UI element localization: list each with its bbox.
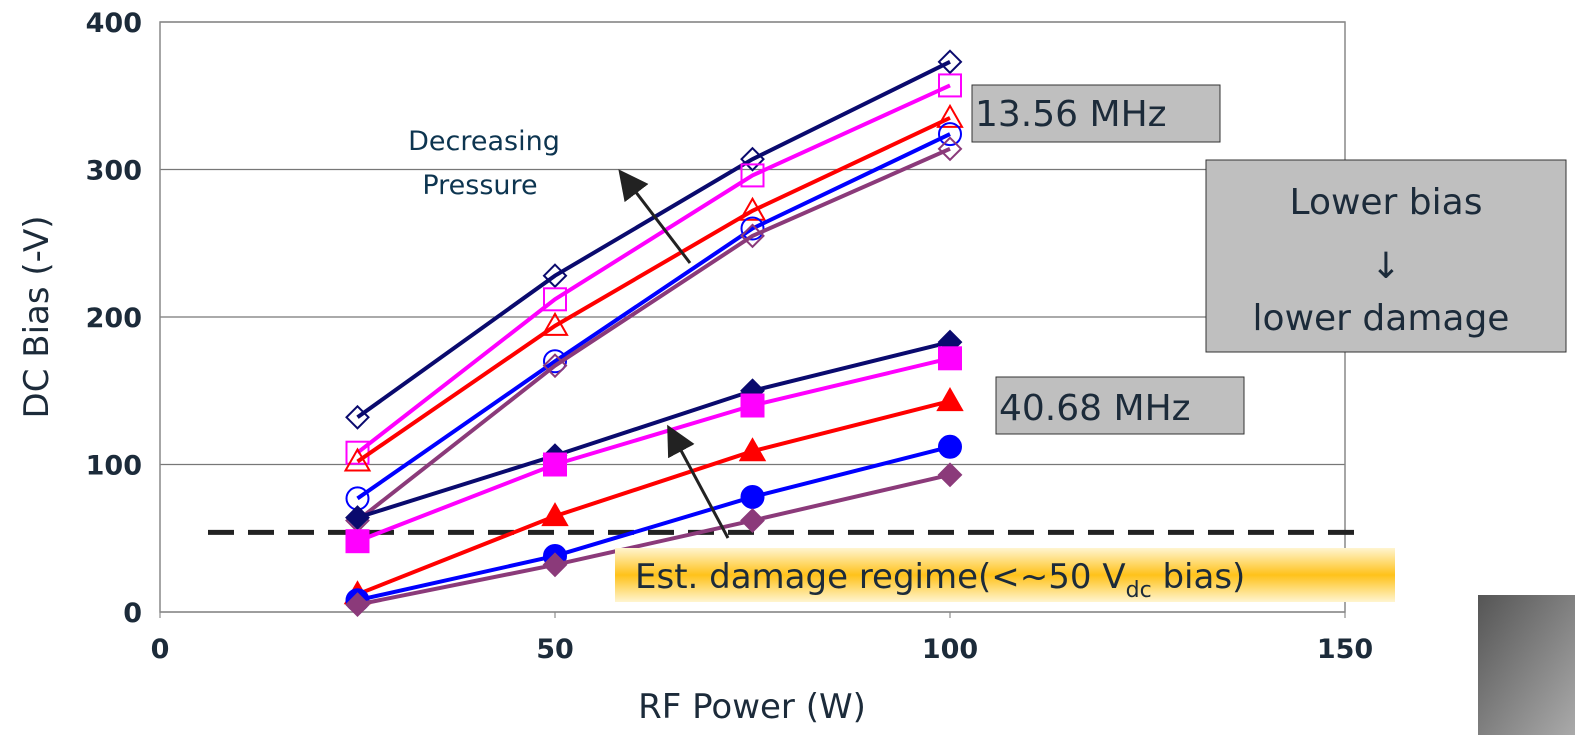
x-tick-label: 50 bbox=[536, 634, 574, 665]
damage-label-main: Est. damage regime(<~50 V bbox=[635, 557, 1126, 597]
marker bbox=[938, 434, 962, 459]
x-tick-label: 0 bbox=[151, 634, 170, 665]
marker bbox=[938, 73, 962, 98]
label-40-box bbox=[995, 376, 1245, 435]
marker bbox=[740, 163, 765, 188]
damage-label: Est. damage regime(<~50 Vdc bias) bbox=[635, 557, 1245, 603]
damage-label-end: bias) bbox=[1152, 557, 1246, 597]
series-line bbox=[357, 472, 951, 607]
marker bbox=[938, 122, 962, 147]
marker bbox=[345, 592, 370, 618]
marker bbox=[541, 502, 569, 527]
marker bbox=[740, 146, 765, 172]
y-tick-label: 400 bbox=[86, 8, 142, 39]
x-tick-label: 100 bbox=[922, 634, 978, 665]
marker bbox=[738, 437, 767, 462]
marker bbox=[938, 346, 962, 371]
marker bbox=[541, 311, 569, 336]
series-line bbox=[356, 356, 951, 544]
marker bbox=[343, 447, 372, 472]
marker bbox=[345, 404, 370, 430]
marker bbox=[738, 196, 767, 221]
y-tick-label: 300 bbox=[86, 156, 142, 187]
marker bbox=[543, 452, 567, 477]
label-13: 13.56 MHz bbox=[975, 94, 1167, 135]
series-line bbox=[356, 83, 951, 455]
y-tick-label: 0 bbox=[123, 598, 142, 629]
x-axis-label: RF Power (W) bbox=[638, 687, 866, 727]
pressure-label: Decreasing bbox=[408, 126, 560, 157]
marker bbox=[937, 49, 963, 75]
marker bbox=[937, 136, 963, 162]
marker bbox=[936, 387, 964, 412]
arrow bbox=[618, 169, 692, 264]
marker bbox=[543, 287, 567, 312]
pressure-label: Pressure bbox=[422, 170, 537, 201]
series-line bbox=[356, 132, 951, 501]
y-tick-label: 100 bbox=[86, 451, 142, 482]
bias-box-line: lower damage bbox=[1253, 298, 1510, 339]
series-line bbox=[356, 399, 951, 597]
bias-box-line: Lower bias bbox=[1290, 182, 1483, 223]
bias-box-arrow: ↓ bbox=[1371, 246, 1401, 287]
series-line bbox=[356, 116, 951, 464]
marker bbox=[542, 552, 568, 578]
marker bbox=[542, 263, 568, 289]
series-line bbox=[357, 444, 951, 603]
marker bbox=[542, 353, 568, 379]
label-13-box bbox=[971, 84, 1221, 143]
marker bbox=[936, 103, 964, 128]
marker bbox=[740, 223, 765, 249]
bias-box bbox=[1205, 159, 1567, 353]
x-tick-label: 150 bbox=[1317, 634, 1373, 665]
damage-label-sub: dc bbox=[1126, 578, 1152, 603]
y-axis-label: DC Bias (-V) bbox=[17, 216, 57, 419]
y-tick-label: 200 bbox=[86, 303, 142, 334]
series-line bbox=[356, 147, 951, 523]
marker bbox=[543, 349, 567, 374]
label-40: 40.68 MHz bbox=[999, 388, 1191, 429]
marker bbox=[740, 216, 765, 241]
marker bbox=[345, 529, 370, 554]
marker bbox=[937, 462, 963, 488]
marker bbox=[345, 505, 370, 531]
series-line bbox=[356, 340, 951, 520]
marker bbox=[740, 484, 765, 509]
marker bbox=[740, 393, 765, 418]
arrow bbox=[667, 424, 730, 539]
damage-label-bg bbox=[615, 548, 1395, 602]
photo-fragment bbox=[1478, 595, 1575, 735]
marker bbox=[740, 508, 765, 533]
